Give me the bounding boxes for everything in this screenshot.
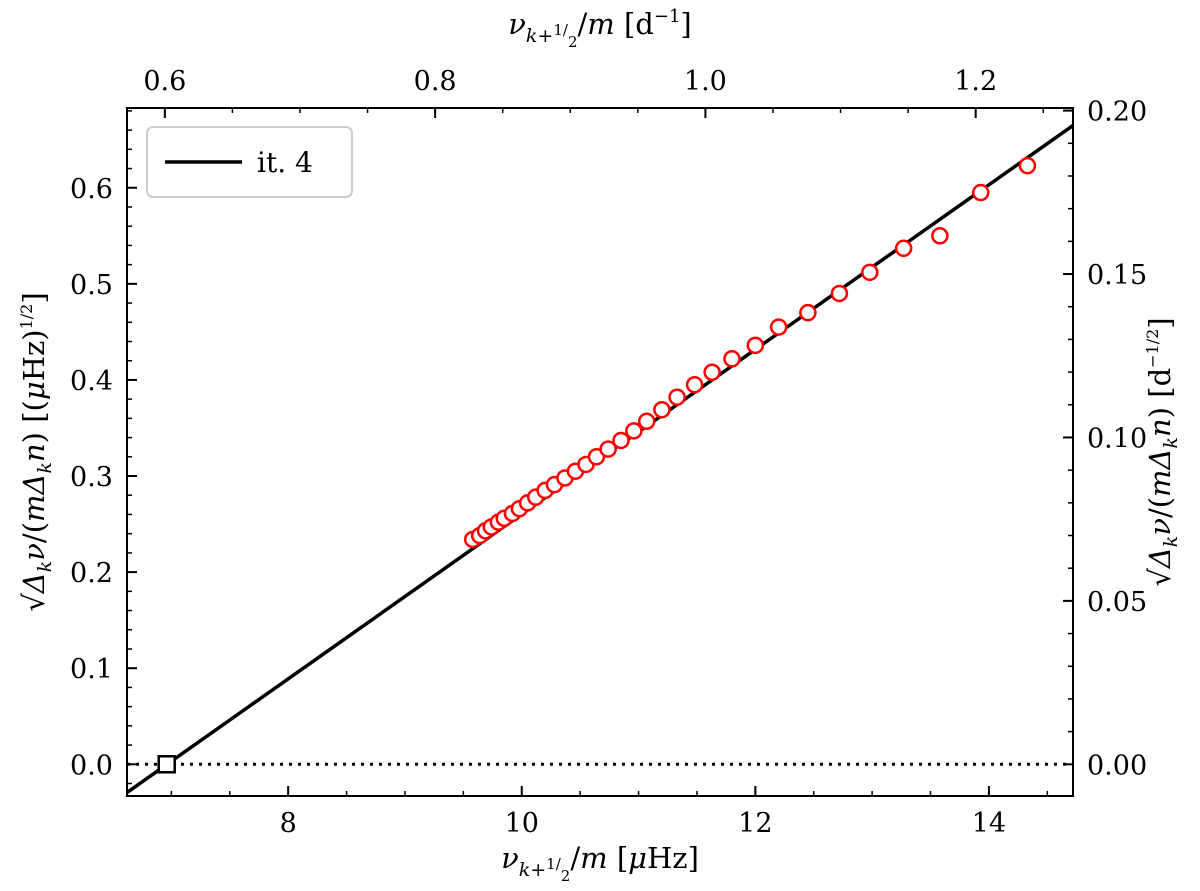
data-point-20 (653, 400, 671, 419)
plot-area (127, 124, 1073, 794)
left-tick-label-1: 0.1 (70, 654, 113, 685)
data-point-27 (799, 303, 817, 322)
data-points (463, 156, 1037, 549)
data-point-18 (625, 422, 643, 440)
right-tick-label-4: 0.20 (1087, 97, 1147, 128)
right-tick-label-0: 0.00 (1087, 750, 1147, 781)
x-axis-bottom-label: νk+1/2/m [μHz] (501, 841, 699, 885)
left-tick-label-0: 0.0 (70, 750, 113, 781)
svg-text:νk+1/2/m [μHz]: νk+1/2/m [μHz] (501, 841, 699, 885)
top-tick-label-2: 1.0 (684, 66, 727, 97)
left-tick-label-3: 0.3 (70, 462, 113, 493)
right-tick-label-3: 0.15 (1087, 260, 1147, 291)
data-point-26 (769, 318, 788, 336)
left-tick-label-6: 0.6 (70, 174, 113, 205)
bottom-tick-label-1: 10 (505, 808, 539, 839)
data-point-16 (599, 440, 617, 458)
left-tick-label-4: 0.4 (70, 366, 113, 397)
plot-frame (126, 107, 1074, 797)
top-tick-label-0: 0.6 (143, 66, 186, 97)
data-point-33 (1018, 156, 1037, 175)
legend-label: it. 4 (257, 146, 313, 179)
top-tick-label-3: 1.2 (954, 66, 997, 97)
data-point-29 (861, 263, 879, 282)
data-point-17 (612, 431, 630, 450)
bottom-tick-label-2: 12 (738, 808, 772, 839)
legend-box (146, 126, 353, 198)
data-point-32 (971, 183, 990, 202)
right-tick-label-2: 0.10 (1087, 423, 1147, 454)
data-point-22 (685, 375, 704, 394)
svg-text:√Δkν/(mΔkn) [(μHz)1/2]: √Δkν/(mΔkn) [(μHz)1/2] (17, 292, 56, 611)
svg-text:√Δkν/(mΔkn) [d−1/2]: √Δkν/(mΔkn) [d−1/2] (1143, 317, 1182, 586)
left-tick-label-2: 0.2 (70, 558, 113, 589)
right-tick-label-1: 0.05 (1087, 587, 1147, 618)
x-axis-top-label: νk+1/2/m [d−1] (508, 6, 692, 51)
origin-square-marker (157, 755, 176, 774)
data-point-21 (668, 388, 686, 406)
data-point-19 (637, 412, 656, 431)
data-point-23 (703, 363, 721, 381)
data-point-31 (931, 227, 949, 245)
data-point-28 (830, 284, 849, 303)
bottom-tick-label-3: 14 (972, 808, 1006, 839)
y-axis-left-label: √Δkν/(mΔkn) [(μHz)1/2] (17, 292, 56, 611)
data-point-30 (894, 239, 913, 258)
top-tick-label-1: 0.8 (414, 66, 457, 97)
left-tick-label-5: 0.5 (70, 270, 113, 301)
bottom-tick-label-0: 8 (280, 808, 297, 839)
data-point-25 (746, 336, 765, 355)
y-axis-right-label: √Δkν/(mΔkn) [d−1/2] (1143, 317, 1182, 586)
legend: it. 4 (146, 126, 353, 198)
svg-text:νk+1/2/m [d−1]: νk+1/2/m [d−1] (508, 6, 692, 51)
data-point-24 (723, 350, 741, 368)
